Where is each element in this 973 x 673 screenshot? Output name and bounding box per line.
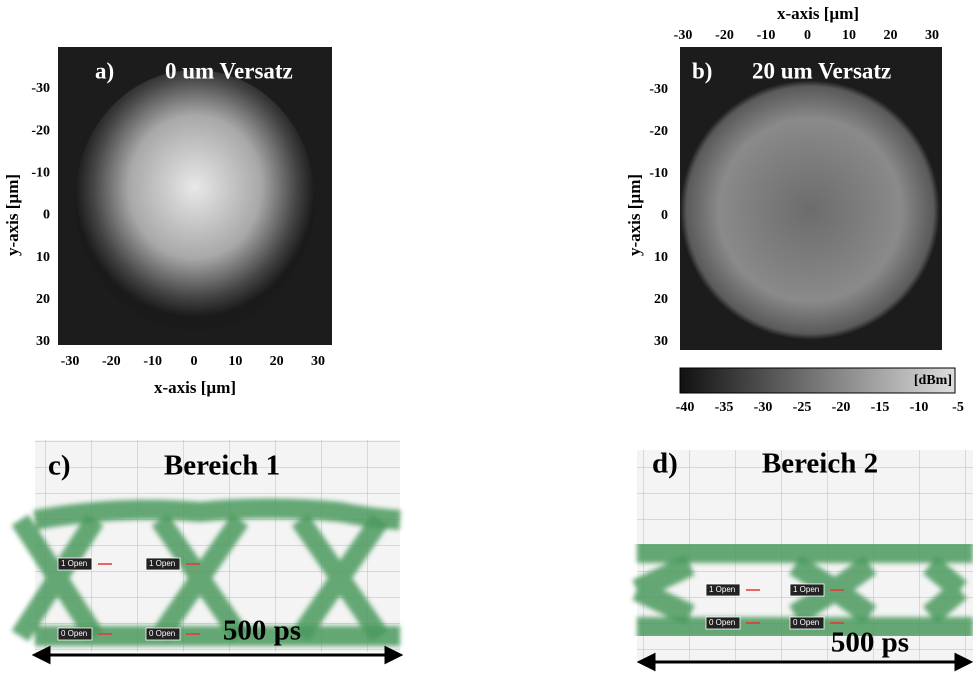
panel-title: Bereich 1 [164,450,280,482]
open-marker [57,627,93,641]
span-arrow [636,652,973,672]
colorbar-tick-label: -35 [715,400,734,415]
open-marker [789,616,825,630]
x-tick-label: 10 [842,28,856,43]
colorbar-tick-label: -5 [952,400,964,415]
colorbar-tick-label: -15 [871,400,890,415]
open-marker-label: 0 Open [709,618,735,627]
open-marker-label: 0 Open [149,629,175,638]
time-span: 500 ps [223,615,301,647]
y-tick-label: 10 [654,250,668,265]
panel-label: c) [48,450,71,482]
panel-label: d) [652,448,678,480]
y-tick-label: 30 [654,334,668,349]
y-tick-label: -30 [31,81,50,96]
open-marker [705,583,741,597]
time-span: 500 ps [831,627,909,659]
open-marker-label: 1 Open [709,585,735,594]
y-tick-label: -10 [31,166,50,181]
colorbar-unit: [dBm] [914,373,952,388]
panel-label: b) [692,58,712,83]
y-axis-label: y-axis [µm] [625,174,644,256]
colorbar [679,367,956,394]
colorbar-tick-label: -40 [676,400,695,415]
span-arrow [31,645,404,665]
x-tick-label: 30 [311,354,325,369]
y-axis-label: y-axis [µm] [3,174,22,256]
x-tick-label: 10 [228,354,242,369]
open-marker-label: 1 Open [149,559,175,568]
x-tick-label: 20 [270,354,284,369]
colorbar-tick-label: -30 [754,400,773,415]
open-marker [705,616,741,630]
open-marker [57,557,93,571]
open-marker [145,627,181,641]
x-tick-label: -10 [757,28,776,43]
x-tick-label: -20 [102,354,121,369]
colorbar-tick-label: -25 [793,400,812,415]
x-tick-label: 0 [191,354,198,369]
open-marker-label: 1 Open [793,585,819,594]
x-tick-label: 0 [804,28,811,43]
x-tick-label: 20 [884,28,898,43]
open-marker [145,557,181,571]
panel-title: 0 um Versatz [165,58,293,83]
panel-title: Bereich 2 [762,448,878,480]
open-marker-label: 1 Open [61,559,87,568]
y-tick-label: -20 [31,123,50,138]
y-tick-label: -30 [649,82,668,97]
y-tick-label: -10 [649,166,668,181]
beam-spot [75,70,315,330]
beam-spot [680,80,940,340]
panel-title: 20 um Versatz [752,58,891,83]
open-marker [789,583,825,597]
open-marker-label: 0 Open [61,629,87,638]
y-tick-label: 0 [661,208,668,223]
y-tick-label: 30 [36,334,50,349]
x-tick-label: -30 [674,28,693,43]
y-tick-label: 0 [43,208,50,223]
y-tick-label: 20 [654,292,668,307]
x-tick-label: -20 [715,28,734,43]
colorbar-tick-label: -20 [832,400,851,415]
x-tick-label: -10 [143,354,162,369]
eye-diagram [11,498,401,646]
open-marker-label: 0 Open [793,618,819,627]
colorbar-tick-label: -10 [910,400,929,415]
y-tick-label: 10 [36,250,50,265]
x-axis-label: x-axis [µm] [154,378,236,397]
panel-label: a) [95,58,114,83]
x-tick-label: -30 [61,354,80,369]
y-tick-label: -20 [649,124,668,139]
x-tick-label: 30 [925,28,939,43]
y-tick-label: 20 [36,292,50,307]
x-axis-label: x-axis [µm] [777,4,859,23]
